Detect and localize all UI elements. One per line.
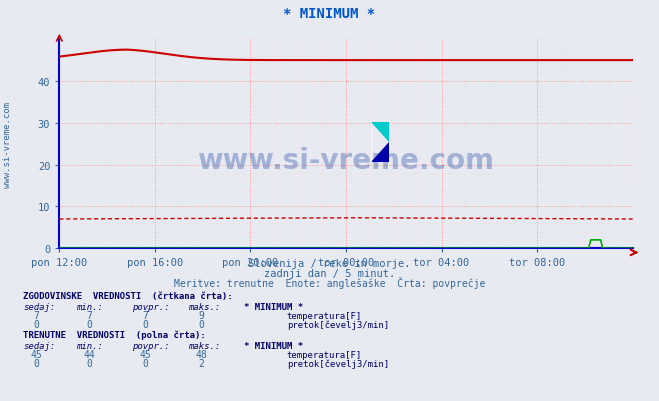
Text: maks.:: maks.: [188,341,220,350]
Text: 44: 44 [83,349,95,359]
Text: 9: 9 [198,310,204,320]
Text: Slovenija / reke in morje.: Slovenija / reke in morje. [248,259,411,269]
Text: pretok[čevelj3/min]: pretok[čevelj3/min] [287,319,389,329]
Text: 0: 0 [86,319,92,329]
Text: 7: 7 [142,310,148,320]
Text: 0: 0 [142,319,148,329]
Text: 2: 2 [198,358,204,368]
Text: 0: 0 [34,319,39,329]
Polygon shape [370,122,389,142]
Text: 48: 48 [195,349,207,359]
Text: * MINIMUM *: * MINIMUM * [244,302,303,311]
Text: 45: 45 [30,349,42,359]
Text: TRENUTNE  VREDNOSTI  (polna črta):: TRENUTNE VREDNOSTI (polna črta): [23,330,206,340]
Text: sedaj:: sedaj: [23,341,55,350]
Text: Meritve: trenutne  Enote: anglešaške  Črta: povprečje: Meritve: trenutne Enote: anglešaške Črta… [174,277,485,289]
Text: * MINIMUM *: * MINIMUM * [244,341,303,350]
Text: temperatura[F]: temperatura[F] [287,311,362,320]
Text: zadnji dan / 5 minut.: zadnji dan / 5 minut. [264,269,395,279]
Text: temperatura[F]: temperatura[F] [287,350,362,359]
Text: 0: 0 [34,358,39,368]
Text: sedaj:: sedaj: [23,302,55,311]
Text: min.:: min.: [76,341,103,350]
Text: 45: 45 [139,349,151,359]
Text: ZGODOVINSKE  VREDNOSTI  (črtkana črta):: ZGODOVINSKE VREDNOSTI (črtkana črta): [23,292,233,301]
Text: 7: 7 [34,310,39,320]
Text: maks.:: maks.: [188,302,220,311]
Text: www.si-vreme.com: www.si-vreme.com [3,101,13,187]
Text: povpr.:: povpr.: [132,341,169,350]
Polygon shape [370,142,389,162]
Text: povpr.:: povpr.: [132,302,169,311]
Text: www.si-vreme.com: www.si-vreme.com [198,147,494,175]
Text: 7: 7 [86,310,92,320]
Text: 0: 0 [198,319,204,329]
Text: min.:: min.: [76,302,103,311]
Text: pretok[čevelj3/min]: pretok[čevelj3/min] [287,358,389,368]
Text: 0: 0 [86,358,92,368]
Text: 0: 0 [142,358,148,368]
Text: * MINIMUM *: * MINIMUM * [283,7,376,21]
